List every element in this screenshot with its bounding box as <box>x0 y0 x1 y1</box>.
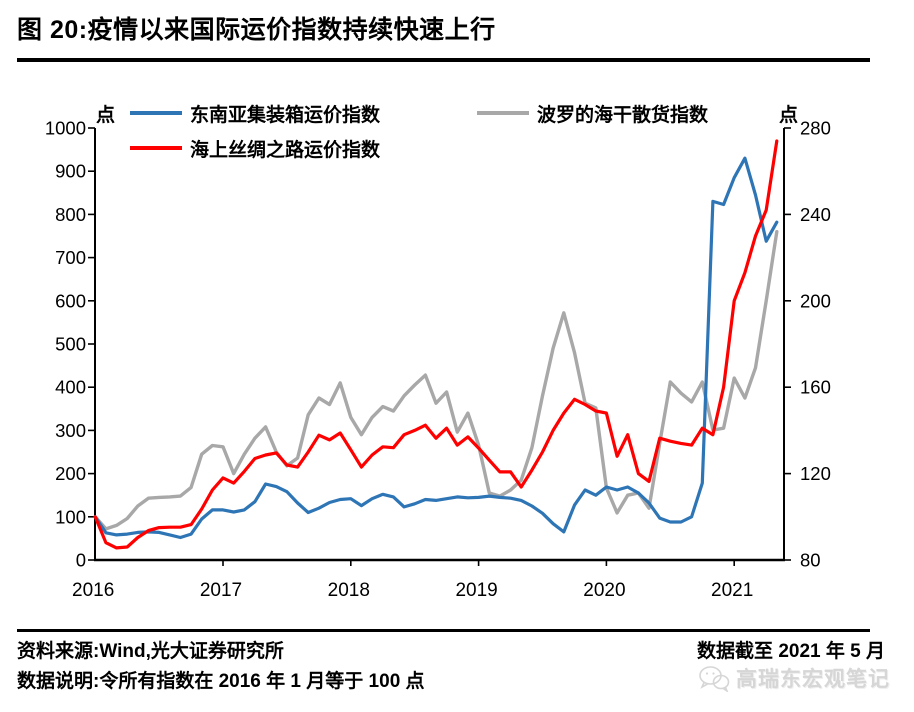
legend-line-swatch-blue <box>130 111 182 115</box>
right-axis-tick-label: 80 <box>800 550 821 571</box>
left-axis-tick-label: 600 <box>55 290 86 311</box>
legend-label: 东南亚集装箱运价指数 <box>190 104 381 126</box>
left-axis-tick-label: 700 <box>55 247 86 268</box>
legend-label: 海上丝绸之路运价指数 <box>190 139 381 161</box>
left-axis-tick-label: 1000 <box>45 118 86 139</box>
x-axis-tick-label: 2020 <box>583 580 625 601</box>
legend-line-swatch-gray <box>477 111 529 115</box>
left-axis-tick-label: 0 <box>76 550 86 571</box>
right-axis-tick-label: 120 <box>800 463 831 484</box>
series-line-sea-container-index <box>93 156 779 540</box>
left-axis-unit-label: 点 <box>96 105 116 126</box>
legend-item-maritime-silk-road-index: 海上丝绸之路运价指数 <box>130 137 381 161</box>
legend-item-sea-container-index: 东南亚集装箱运价指数 <box>130 102 381 126</box>
left-axis-tick-label: 900 <box>55 161 86 182</box>
x-axis-tick-label: 2017 <box>200 580 242 601</box>
watermark-text: 高瑞东宏观笔记 <box>736 668 890 691</box>
right-axis-tick-label: 160 <box>800 377 831 398</box>
data-cutoff-text: 数据截至 2021 年 5 月 <box>697 641 885 662</box>
x-axis-tick-label: 2021 <box>711 580 753 601</box>
x-axis-tick-label: 2018 <box>328 580 370 601</box>
footer-divider <box>17 629 870 632</box>
data-source-text: 资料来源:Wind,光大证券研究所 <box>17 641 284 662</box>
footer-row-1: 资料来源:Wind,光大证券研究所 数据截至 2021 年 5 月 <box>17 636 885 663</box>
left-axis-tick-label: 500 <box>55 334 86 355</box>
left-axis-tick-label: 200 <box>55 463 86 484</box>
title-divider <box>17 58 870 62</box>
legend-item-baltic-dry-index: 波罗的海干散货指数 <box>477 102 709 126</box>
left-axis-tick-label: 100 <box>55 506 86 527</box>
chart-plot-area: 0 100 200 300 400 500 600 700 800 900 1000 80 120 160… <box>45 118 831 602</box>
x-axis-tick-label: 2016 <box>72 580 114 601</box>
right-axis-unit-label: 点 <box>779 105 799 126</box>
series-line-maritime-silk-road-index <box>93 139 779 550</box>
right-axis-tick-label: 200 <box>800 290 831 311</box>
data-note-text: 数据说明:令所有指数在 2016 年 1 月等于 100 点 <box>17 671 425 692</box>
wechat-logo-icon <box>699 665 730 692</box>
watermark: 高瑞东宏观笔记 <box>698 663 890 693</box>
legend-label: 波罗的海干散货指数 <box>537 104 709 126</box>
left-axis-tick-label: 400 <box>55 377 86 398</box>
left-axis-tick-label: 300 <box>55 420 86 441</box>
left-axis-tick-label: 800 <box>55 204 86 225</box>
right-axis-tick-label: 280 <box>800 118 831 139</box>
legend-line-swatch-red <box>130 146 182 150</box>
right-axis-tick-label: 240 <box>800 204 831 225</box>
figure-title: 图 20:疫情以来国际运价指数持续快速上行 <box>17 16 496 44</box>
series-line-baltic-dry-index <box>93 229 779 531</box>
x-axis-tick-label: 2019 <box>455 580 497 601</box>
